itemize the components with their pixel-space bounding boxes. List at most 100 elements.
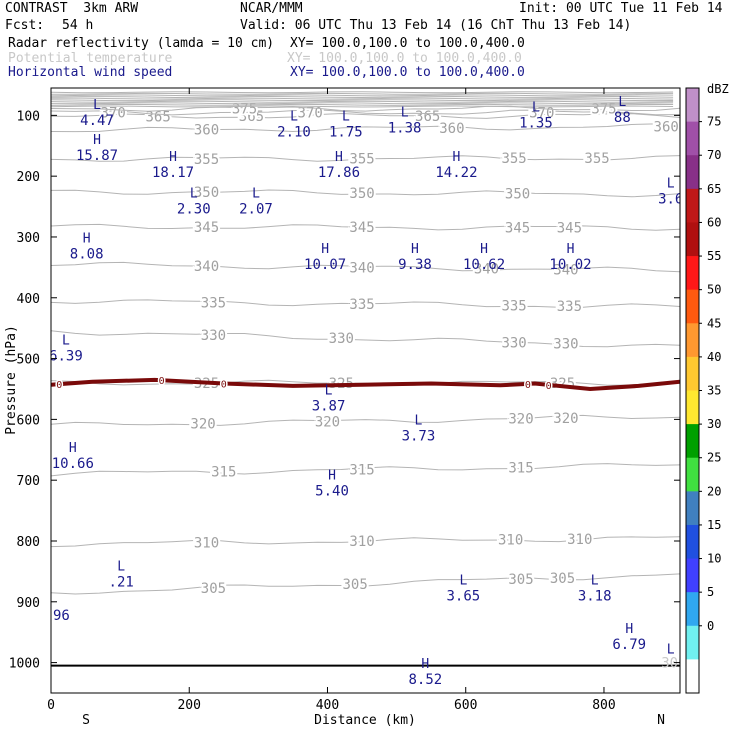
colorbar-level-label: 25: [707, 451, 721, 465]
colorbar-swatch: [686, 390, 699, 425]
theta-label: 350: [349, 186, 374, 202]
colorbar-level-label: 55: [707, 249, 721, 263]
theta-label: 315: [349, 463, 374, 479]
y-tick-label: 600: [17, 413, 40, 428]
wind-extremum-value: 10.66: [52, 456, 94, 472]
colorbar-swatch: [686, 424, 699, 459]
theta-line-375: [51, 105, 680, 112]
colorbar-swatch: [686, 524, 699, 560]
wind-extremum-value: 6.79: [612, 637, 646, 653]
freezing-level: 0 0 0 0 0: [51, 375, 680, 393]
theta-line-340: [51, 261, 680, 273]
y-tick-label: 900: [17, 596, 40, 611]
theta-label: 320: [190, 416, 215, 432]
y-tick-label: 500: [17, 353, 40, 368]
wind-h-marker: H: [335, 150, 343, 165]
theta-label: 305: [550, 571, 575, 587]
y-tick-label: 800: [17, 535, 40, 550]
wind-h-marker: H: [69, 441, 77, 456]
wind-extremum-value: 8.08: [70, 246, 104, 262]
theta-line-330: [51, 330, 680, 348]
colorbar-swatch: [686, 592, 699, 627]
wind-l-marker: L: [325, 383, 333, 398]
colorbar-level-label: 50: [707, 283, 721, 297]
x-tick-label: 800: [592, 698, 615, 713]
upper-theta-line: [51, 95, 674, 99]
upper-theta-line: [51, 99, 674, 102]
upper-theta-line: [51, 102, 674, 105]
theta-line-320: [51, 414, 680, 426]
theta-label: 330: [201, 328, 226, 344]
wind-l-marker: L: [62, 333, 70, 348]
wind-l-marker: L: [667, 177, 675, 192]
center-label: NCAR/MMM: [240, 1, 303, 16]
colorbar-swatch: [686, 625, 699, 660]
colorbar-level-label: 10: [707, 552, 721, 566]
theta-label: 330: [501, 335, 526, 351]
edge-contour-label: 96: [53, 608, 70, 624]
wind-h-marker: H: [83, 231, 91, 246]
x-end-label-right: N: [657, 713, 665, 728]
wind-h-marker: H: [567, 242, 575, 257]
valid-time: Valid: 06 UTC Thu 13 Feb 14 (16 ChT Thu …: [240, 18, 632, 33]
freezing-level-label: 0: [525, 380, 531, 391]
colorbar-swatch: [686, 222, 699, 257]
theta-label: 305: [342, 577, 367, 593]
theta-label: 340: [553, 262, 578, 278]
freezing-level-label: 0: [56, 380, 62, 391]
upper-theta-line: [51, 92, 674, 95]
x-tick-label: 200: [177, 698, 200, 713]
field2-name: Potential temperature: [8, 51, 173, 66]
y-axis-title: Pressure (hPa): [4, 325, 19, 435]
colorbar-swatch: [686, 188, 699, 223]
x-end-label-left: S: [82, 713, 90, 728]
wind-extremum-value: 1.38: [388, 120, 422, 136]
wind-h-marker: H: [421, 657, 429, 672]
wind-extremum-value: 10.02: [549, 257, 591, 273]
y-tick-label: 200: [17, 170, 40, 185]
freezing-level-label: 0: [159, 376, 165, 387]
wind-extremum-value: 6.39: [49, 348, 83, 364]
theta-line-350: [51, 189, 680, 198]
upper-theta-line: [51, 105, 674, 108]
wind-extremum-value: 10.62: [463, 257, 505, 273]
theta-label: 340: [474, 262, 499, 278]
y-tick-label: 400: [17, 292, 40, 307]
colorbar-swatch: [686, 491, 699, 526]
wind-h-marker: H: [480, 242, 488, 257]
wind-l-marker: L: [401, 105, 409, 120]
theta-label: 335: [201, 295, 226, 311]
theta-label: 340: [349, 260, 374, 276]
x-tick-label: 600: [454, 698, 477, 713]
theta-label: 345: [505, 221, 530, 237]
y-tick-label: 300: [17, 231, 40, 246]
colorbar-level-label: 5: [707, 585, 714, 599]
theta-label: 355: [194, 152, 219, 168]
wind-extremum-value: 3.18: [578, 589, 612, 605]
wind-extremum-value: 3.73: [402, 429, 436, 445]
colorbar-swatch: [686, 659, 699, 694]
wind-extremum-value: 10.07: [304, 257, 346, 273]
y-tick-label: 700: [17, 474, 40, 489]
wind-l-marker: L: [591, 574, 599, 589]
y-tick-label: 100: [17, 109, 40, 124]
wind-extremum-value: 15.87: [76, 148, 118, 164]
wind-extremum-value: 4.47: [80, 113, 114, 129]
wind-l-marker: L: [190, 186, 198, 201]
wind-extremum-value: .21: [109, 575, 134, 591]
theta-label: 345: [194, 220, 219, 236]
wind-extremum-value: 3.65: [446, 589, 480, 605]
edge-contour-label: 300: [661, 656, 686, 672]
theta-label: 365: [415, 109, 440, 125]
wind-h-marker: H: [453, 150, 461, 165]
theta-label: 340: [194, 259, 219, 275]
colorbar-swatch: [686, 558, 699, 593]
x-tick-label: 400: [316, 698, 339, 713]
theta-line-345: [51, 223, 680, 231]
theta-label: 350: [505, 187, 530, 203]
wind-extremum-value: 9.38: [398, 257, 432, 273]
wind-extremum-value: 5.40: [315, 483, 349, 499]
forecast-hour: 54 h: [62, 18, 94, 33]
